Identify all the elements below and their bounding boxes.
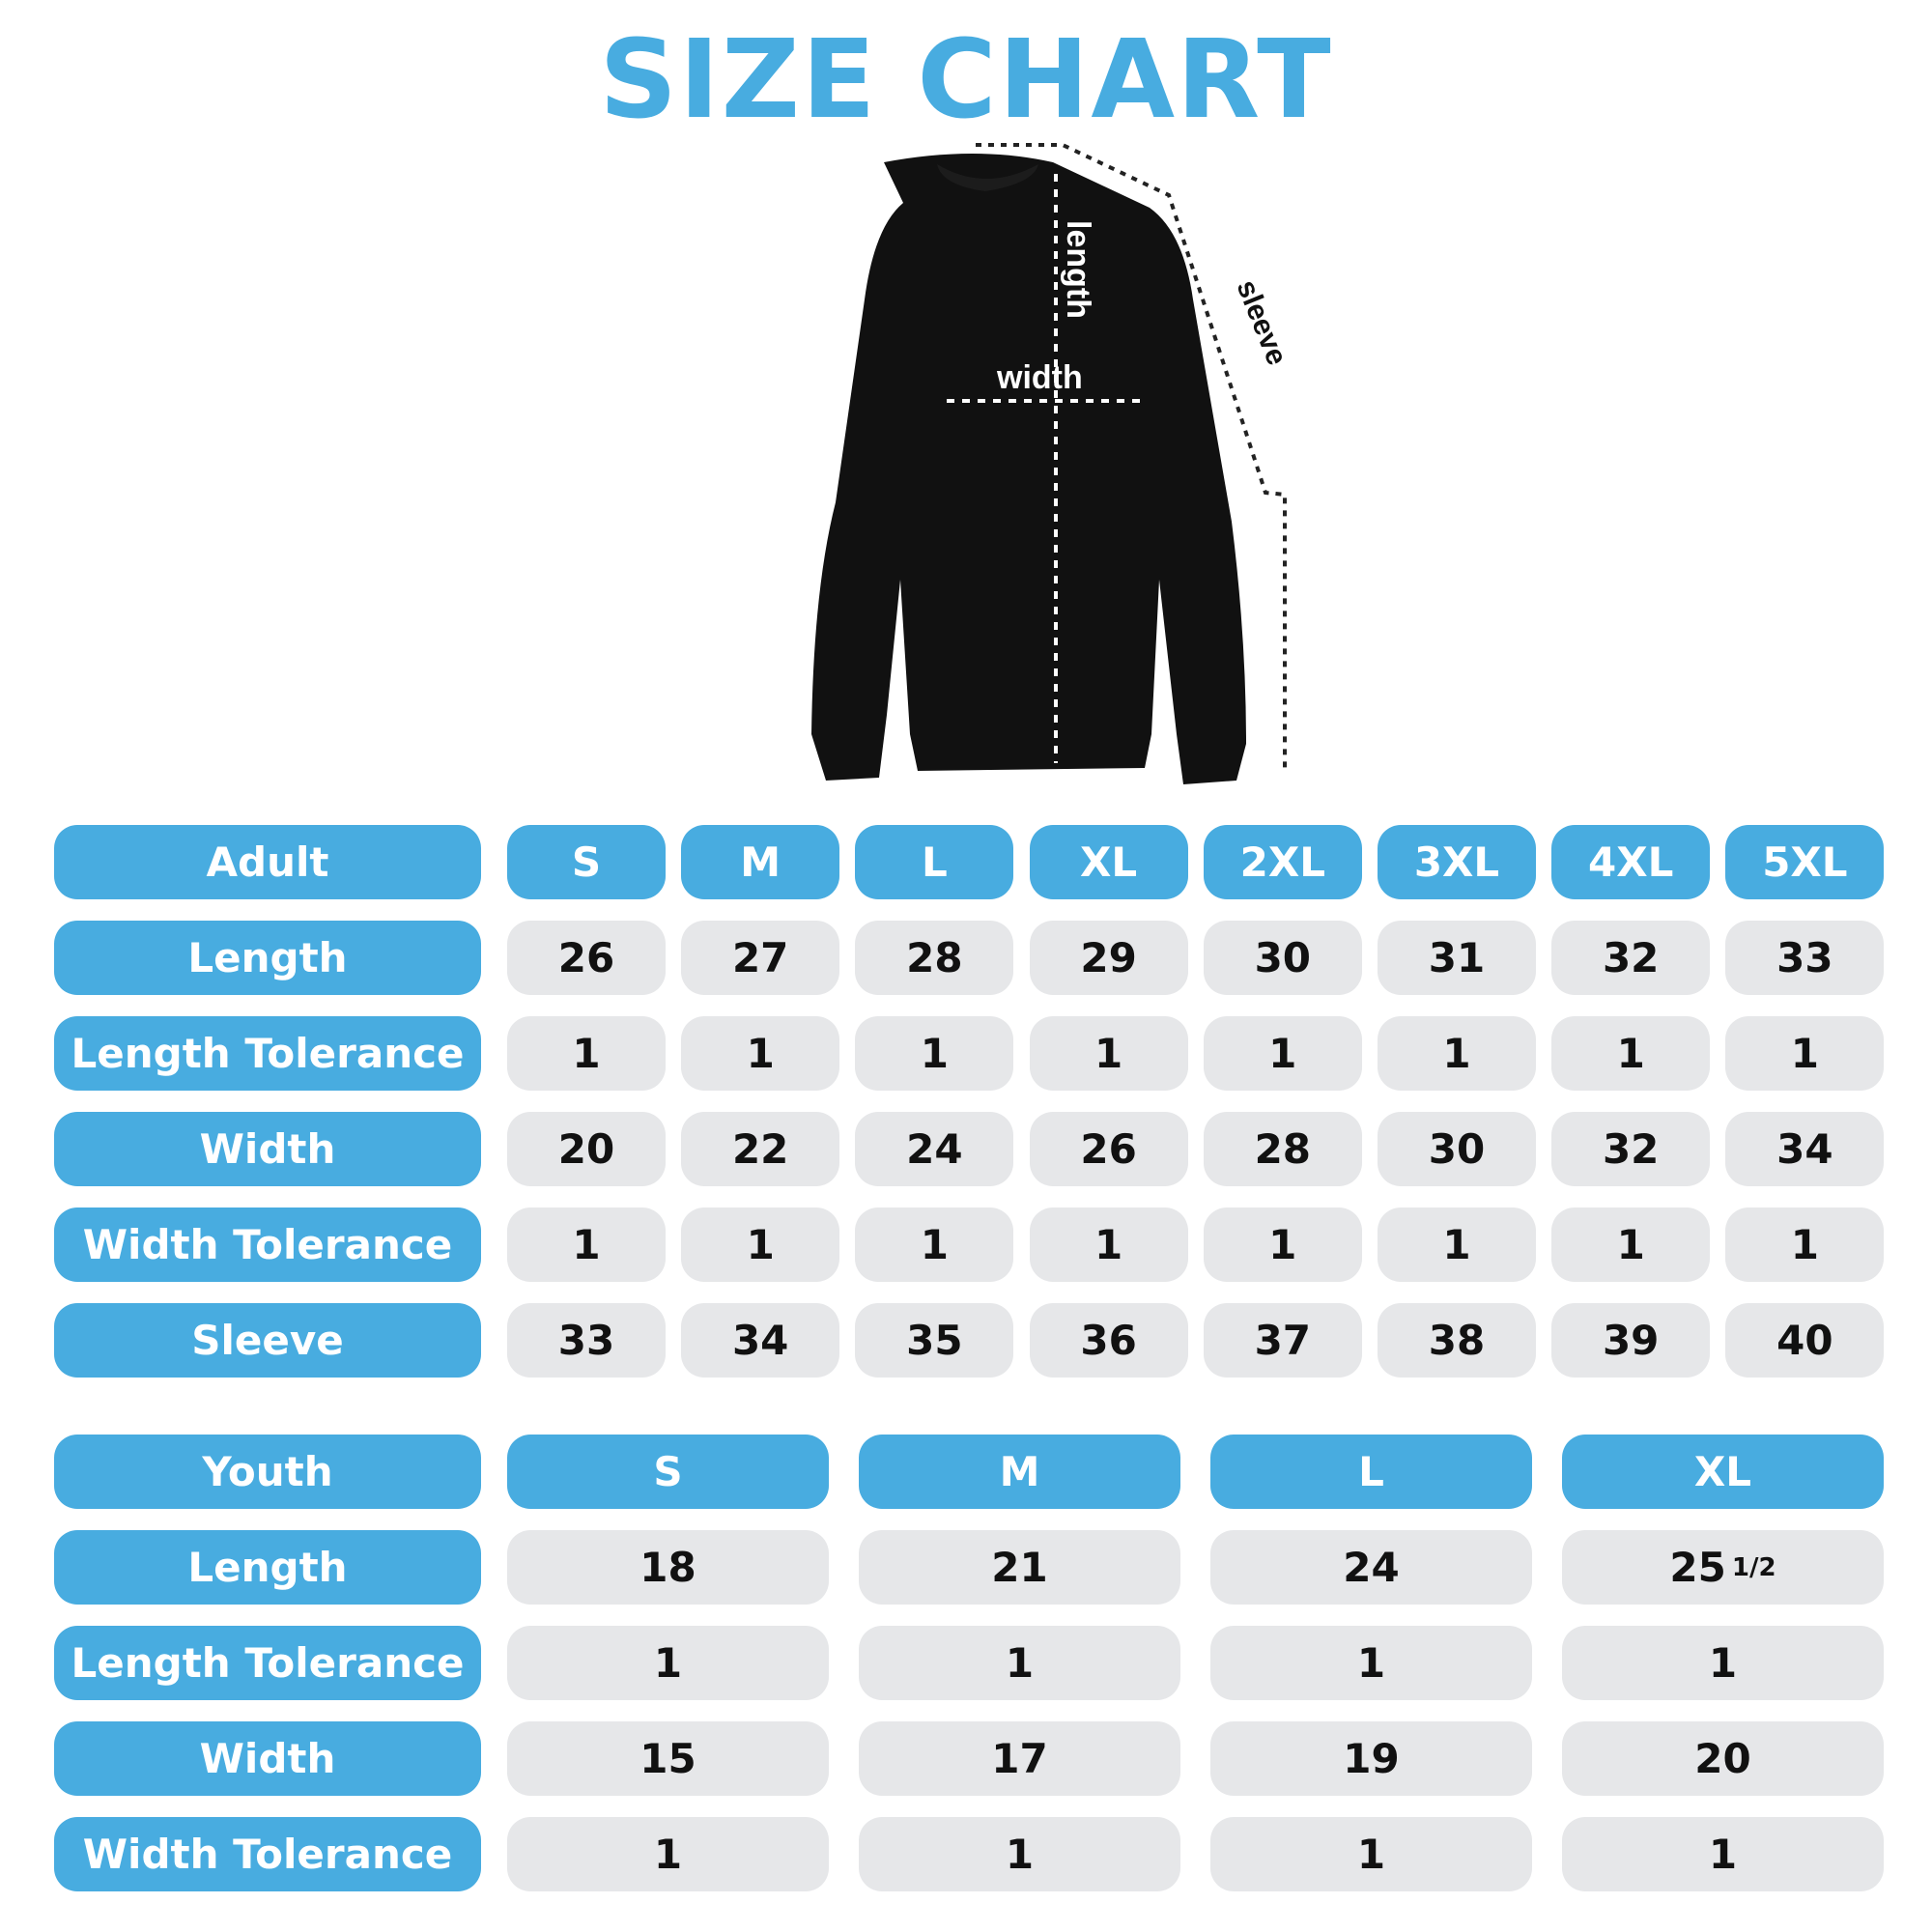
size-header-2xl: 2XL [1203, 825, 1362, 899]
size-header-m: M [681, 825, 840, 899]
table-cell: 1 [507, 1208, 666, 1282]
table-cell: 21 [859, 1530, 1180, 1605]
table-cell: 39 [1551, 1303, 1711, 1378]
table-cell: 20 [507, 1112, 666, 1186]
table-cell: 1 [1562, 1817, 1884, 1891]
table-cell: 1 [1725, 1016, 1885, 1091]
size-header-s: S [507, 825, 666, 899]
table-cell: 37 [1203, 1303, 1362, 1378]
table-cell: 1 [1029, 1208, 1188, 1282]
table-cell: 33 [1725, 921, 1885, 995]
row-label: Length [54, 921, 481, 995]
sleeve-label: sleeve [1231, 275, 1293, 369]
table-cell: 15 [507, 1721, 829, 1796]
table-cell: 1 [681, 1208, 840, 1282]
sweatshirt-icon [811, 154, 1246, 784]
table-cell: 1 [855, 1208, 1014, 1282]
table-cell: 1 [507, 1016, 666, 1091]
length-label: length [1060, 220, 1096, 319]
table-cell: 19 [1210, 1721, 1532, 1796]
size-header-l: L [855, 825, 1014, 899]
row-label: Sleeve [54, 1303, 481, 1378]
table-cell: 36 [1029, 1303, 1188, 1378]
table-cell: 38 [1378, 1303, 1536, 1378]
table-cell: 1 [1551, 1016, 1711, 1091]
table-cell: 33 [507, 1303, 666, 1378]
table-cell: 1 [859, 1817, 1180, 1891]
size-header-s: S [507, 1435, 829, 1509]
width-label: width [996, 359, 1083, 396]
table-cell: 35 [855, 1303, 1014, 1378]
table-cell: 1 [1203, 1016, 1362, 1091]
size-header-5xl: 5XL [1725, 825, 1885, 899]
table-cell: 1 [859, 1626, 1180, 1700]
table-cell: 18 [507, 1530, 829, 1605]
table-cell: 1 [1210, 1817, 1532, 1891]
table-cell: 27 [681, 921, 840, 995]
table-cell: 31 [1378, 921, 1536, 995]
size-header-4xl: 4XL [1551, 825, 1711, 899]
table-cell: 1 [1378, 1016, 1536, 1091]
table-cell: 26 [507, 921, 666, 995]
table-cell: 1 [855, 1016, 1014, 1091]
table-cell: 1 [1203, 1208, 1362, 1282]
table-cell: 32 [1551, 1112, 1711, 1186]
table-cell: 1 [1378, 1208, 1536, 1282]
table-cell: 24 [1210, 1530, 1532, 1605]
table-cell: 26 [1029, 1112, 1188, 1186]
size-header-xl: XL [1562, 1435, 1884, 1509]
table-cell: 1 [507, 1626, 829, 1700]
table-cell: 1 [1725, 1208, 1885, 1282]
row-label: Width Tolerance [54, 1817, 481, 1891]
size-header-m: M [859, 1435, 1180, 1509]
table-cell: 1 [1562, 1626, 1884, 1700]
table-cell: 30 [1203, 921, 1362, 995]
table-cell: 1 [681, 1016, 840, 1091]
adult-header-label: Adult [54, 825, 481, 899]
size-header-l: L [1210, 1435, 1532, 1509]
size-header-xl: XL [1029, 825, 1188, 899]
table-cell: 25 1/2 [1562, 1530, 1884, 1605]
table-cell: 17 [859, 1721, 1180, 1796]
youth-header-label: Youth [54, 1435, 481, 1509]
row-label: Length Tolerance [54, 1016, 481, 1091]
row-label: Width [54, 1112, 481, 1186]
table-cell: 34 [1725, 1112, 1885, 1186]
table-cell: 1 [1551, 1208, 1711, 1282]
table-cell: 32 [1551, 921, 1711, 995]
table-cell: 28 [1203, 1112, 1362, 1186]
table-cell: 34 [681, 1303, 840, 1378]
size-header-3xl: 3XL [1378, 825, 1536, 899]
row-label: Length [54, 1530, 481, 1605]
table-cell: 1 [507, 1817, 829, 1891]
row-label: Width Tolerance [54, 1208, 481, 1282]
table-cell: 24 [855, 1112, 1014, 1186]
table-cell: 29 [1029, 921, 1188, 995]
table-cell: 28 [855, 921, 1014, 995]
table-cell: 22 [681, 1112, 840, 1186]
table-cell: 20 [1562, 1721, 1884, 1796]
table-cell: 1 [1029, 1016, 1188, 1091]
row-label: Width [54, 1721, 481, 1796]
page-title: SIZE CHART [599, 17, 1333, 143]
table-cell: 40 [1725, 1303, 1885, 1378]
row-label: Length Tolerance [54, 1626, 481, 1700]
table-cell: 1 [1210, 1626, 1532, 1700]
sweatshirt-diagram: width length sleeve [811, 143, 1293, 784]
table-cell: 30 [1378, 1112, 1536, 1186]
